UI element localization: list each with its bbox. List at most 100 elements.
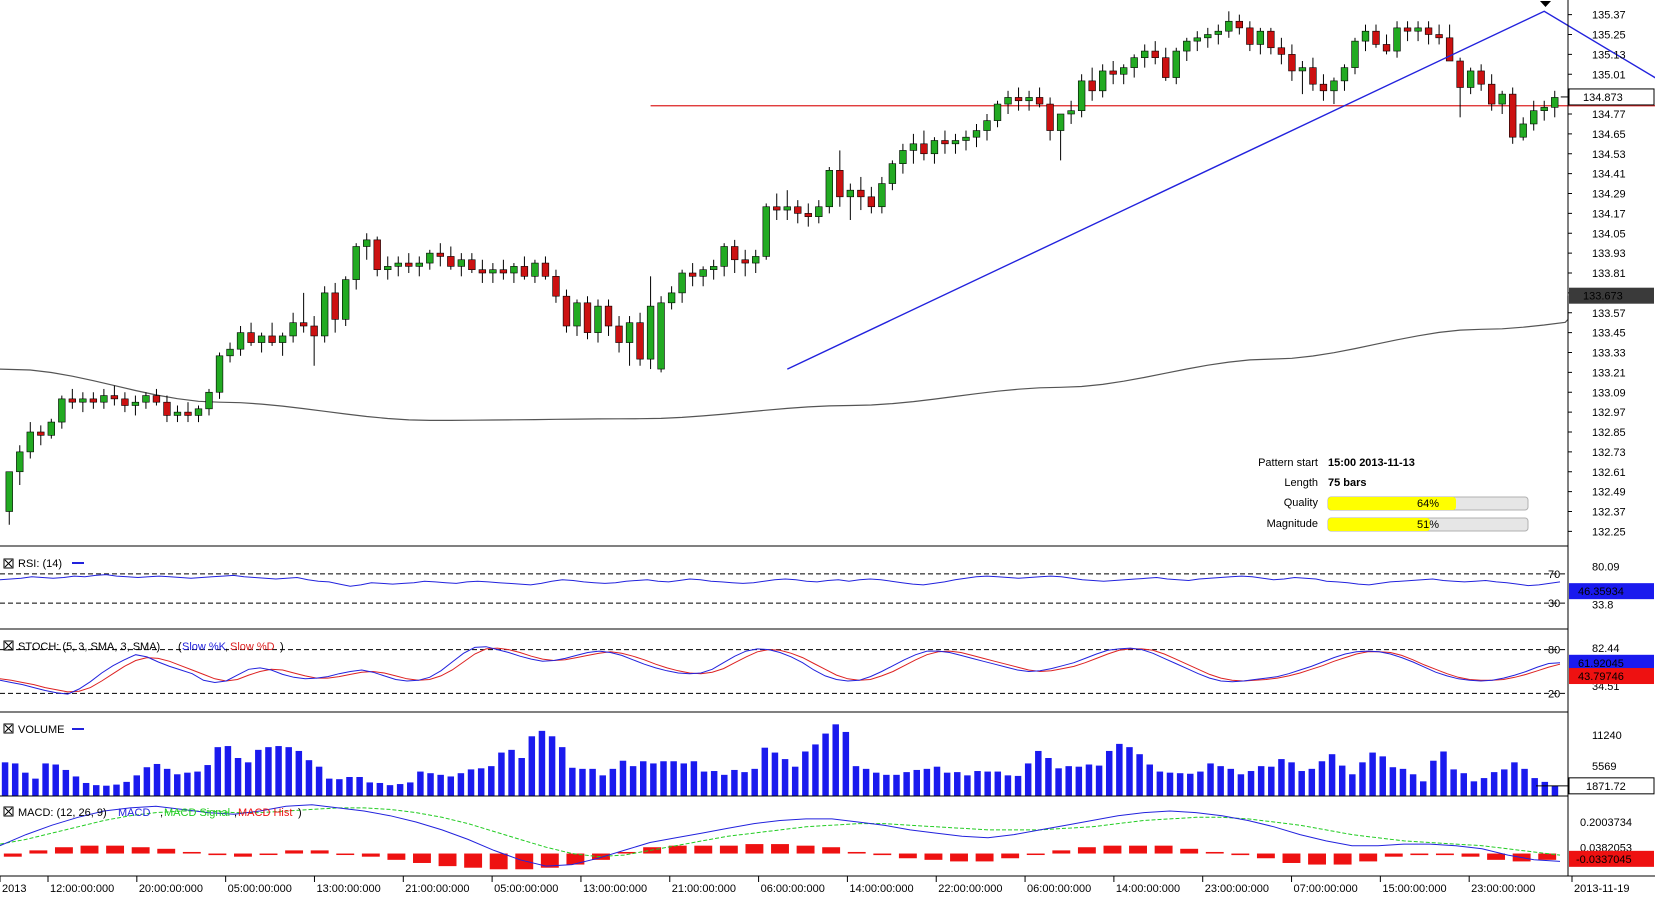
stoch-close-paren: ) xyxy=(280,641,284,653)
macd-hist-bar xyxy=(1205,851,1224,854)
macd-hist-bar xyxy=(285,850,304,854)
macd-hist-bar xyxy=(1231,853,1250,856)
price-tick-label: 132.49 xyxy=(1592,487,1626,499)
volume-bar xyxy=(974,771,981,796)
volume-bar xyxy=(1501,769,1508,796)
macd-hist-bar xyxy=(310,850,329,854)
candle-bearish xyxy=(773,206,781,211)
volume-bar xyxy=(244,762,252,796)
volume-bar xyxy=(548,736,556,796)
volume-bar xyxy=(224,746,232,796)
candle-bullish xyxy=(594,305,602,333)
volume-bar xyxy=(619,760,627,796)
candle-bullish xyxy=(215,355,224,393)
macd-hist-bar xyxy=(1180,848,1199,854)
candle-bullish xyxy=(930,140,939,155)
volume-bar xyxy=(1328,754,1336,796)
price-tick-label: 134.29 xyxy=(1592,189,1626,201)
volume-bar xyxy=(913,769,920,796)
volume-bar xyxy=(1035,750,1042,796)
candle-bearish xyxy=(1424,27,1433,35)
candle-bullish xyxy=(909,143,918,151)
volume-bar xyxy=(964,775,971,796)
volume-bar xyxy=(852,766,860,796)
candle-bullish xyxy=(1361,30,1370,42)
scroll-down-icon[interactable] xyxy=(1540,1,1551,7)
candle-bullish xyxy=(100,395,108,403)
candle-bullish xyxy=(363,239,371,247)
volume-bar xyxy=(123,781,130,796)
candle-bearish xyxy=(310,325,318,337)
volume-bar xyxy=(407,782,414,796)
macd-hist-bar xyxy=(157,848,176,854)
candle-bearish xyxy=(1445,37,1454,62)
price-tick-label: 132.25 xyxy=(1592,526,1626,538)
rsi-close-icon xyxy=(4,559,13,568)
time-tick-label: 20:00:00:000 xyxy=(139,883,203,895)
macd-current-value: -0.0337045 xyxy=(1576,854,1632,866)
volume-bar xyxy=(1105,750,1113,796)
macd-hist-bar xyxy=(771,844,789,854)
candle-bullish xyxy=(236,332,245,350)
volume-bar xyxy=(1369,752,1376,796)
pattern-start-value: 15:00 2013-11-13 xyxy=(1328,457,1415,469)
macd-hist-bar xyxy=(796,845,815,854)
volume-bar xyxy=(265,747,272,796)
volume-bar xyxy=(1480,778,1488,796)
volume-current-badge xyxy=(1568,777,1655,795)
candle-bearish xyxy=(1267,30,1275,49)
macd-hist-bar xyxy=(694,845,713,854)
price-tick-label: 133.93 xyxy=(1592,248,1626,260)
time-tick-label: 14:00:00:000 xyxy=(849,883,913,895)
candle-bullish xyxy=(1530,110,1538,125)
candle-bullish xyxy=(667,292,676,304)
volume-bar xyxy=(862,768,870,796)
candle-bearish xyxy=(552,276,560,297)
macd-collapse-icon[interactable] xyxy=(3,806,14,817)
rsi-collapse-icon[interactable] xyxy=(3,558,14,569)
time-tick-label: 06:00:00:000 xyxy=(1027,883,1091,895)
candle-bullish xyxy=(194,408,203,416)
volume-bar xyxy=(1490,772,1498,796)
macd-legend: MACD xyxy=(118,807,150,819)
rsi-tick-label: 33.8 xyxy=(1592,599,1613,611)
candle-bullish xyxy=(531,262,539,277)
volume-bar xyxy=(133,775,140,796)
time-tick-label: 05:00:00:000 xyxy=(494,883,558,895)
candle-bearish xyxy=(794,206,802,214)
volume-bar xyxy=(437,774,444,796)
volume-bar xyxy=(954,772,961,796)
volume-bar xyxy=(1156,771,1164,796)
price-tick-label: 133.21 xyxy=(1592,367,1626,379)
quality-label: Quality xyxy=(1284,497,1319,509)
macd-close-paren: ) xyxy=(298,807,302,819)
volume-bar xyxy=(994,771,1002,796)
volume-bar xyxy=(1176,773,1184,796)
pattern-info-box: Pattern start 15:00 2013-11-13 Length 75… xyxy=(1258,457,1529,532)
candle-bullish xyxy=(510,266,518,274)
candle-bullish xyxy=(384,266,392,270)
candle-bullish xyxy=(983,120,991,131)
volume-bar xyxy=(214,747,222,796)
volume-bar xyxy=(356,777,363,796)
candle-bullish xyxy=(1256,30,1265,45)
volume-bar xyxy=(52,764,59,796)
volume-collapse-icon[interactable] xyxy=(3,723,14,734)
volume-bar xyxy=(700,771,708,796)
stoch-collapse-icon[interactable] xyxy=(3,640,14,651)
candle-bearish xyxy=(1487,83,1496,105)
rsi-line xyxy=(0,574,1561,587)
macd-hist-bar xyxy=(29,850,48,854)
volume-bar xyxy=(1409,774,1417,796)
volume-bar xyxy=(1288,762,1295,796)
candle-bearish xyxy=(1246,27,1254,45)
volume-bar xyxy=(1257,766,1265,796)
volume-bar xyxy=(325,778,333,796)
volume-bar xyxy=(457,773,465,796)
macd-comma-1: , xyxy=(160,807,163,819)
price-tick-label: 135.25 xyxy=(1592,30,1626,42)
volume-bar xyxy=(802,751,809,796)
candle-bearish xyxy=(1109,70,1117,75)
candle-bearish xyxy=(447,256,455,267)
